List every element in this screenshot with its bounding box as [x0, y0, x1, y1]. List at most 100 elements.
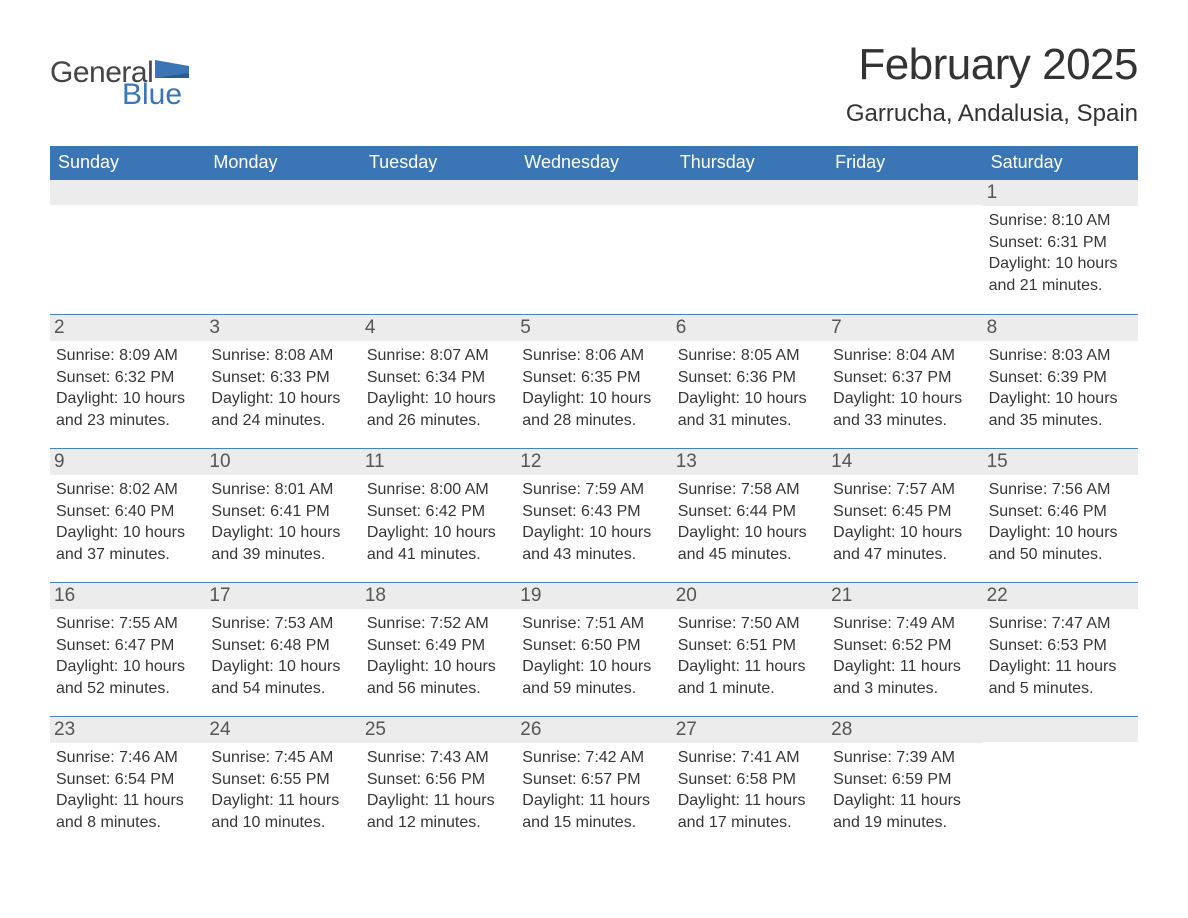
day-content: Sunrise: 7:43 AMSunset: 6:56 PMDaylight:… — [367, 747, 510, 833]
day-number: 14 — [827, 449, 982, 475]
daylight-text: Daylight: 10 hours and 37 minutes. — [56, 522, 199, 565]
calendar: Sunday Monday Tuesday Wednesday Thursday… — [50, 146, 1138, 848]
day-content: Sunrise: 8:06 AMSunset: 6:35 PMDaylight:… — [522, 345, 665, 431]
sunrise-text: Sunrise: 7:43 AM — [367, 747, 510, 769]
day-number: 18 — [361, 583, 516, 609]
calendar-day-cell: 25Sunrise: 7:43 AMSunset: 6:56 PMDayligh… — [361, 717, 516, 848]
sunrise-text: Sunrise: 8:05 AM — [678, 345, 821, 367]
sunset-text: Sunset: 6:37 PM — [833, 367, 976, 389]
empty-day-header — [672, 180, 827, 205]
day-number: 11 — [361, 449, 516, 475]
day-content: Sunrise: 8:09 AMSunset: 6:32 PMDaylight:… — [56, 345, 199, 431]
sunset-text: Sunset: 6:53 PM — [989, 635, 1132, 657]
calendar-day-cell: 12Sunrise: 7:59 AMSunset: 6:43 PMDayligh… — [516, 449, 671, 580]
sunrise-text: Sunrise: 7:52 AM — [367, 613, 510, 635]
daylight-text: Daylight: 10 hours and 35 minutes. — [989, 388, 1132, 431]
calendar-day-cell: 17Sunrise: 7:53 AMSunset: 6:48 PMDayligh… — [205, 583, 360, 714]
day-content: Sunrise: 7:41 AMSunset: 6:58 PMDaylight:… — [678, 747, 821, 833]
sunset-text: Sunset: 6:44 PM — [678, 501, 821, 523]
sunrise-text: Sunrise: 8:01 AM — [211, 479, 354, 501]
day-content: Sunrise: 7:50 AMSunset: 6:51 PMDaylight:… — [678, 613, 821, 699]
day-content: Sunrise: 7:59 AMSunset: 6:43 PMDaylight:… — [522, 479, 665, 565]
sunset-text: Sunset: 6:50 PM — [522, 635, 665, 657]
calendar-day-cell — [827, 180, 982, 312]
daylight-text: Daylight: 11 hours and 5 minutes. — [989, 656, 1132, 699]
day-number: 26 — [516, 717, 671, 743]
day-number: 3 — [205, 315, 360, 341]
dow-wednesday: Wednesday — [516, 146, 671, 180]
daylight-text: Daylight: 10 hours and 50 minutes. — [989, 522, 1132, 565]
empty-day-header — [983, 717, 1138, 742]
daylight-text: Daylight: 10 hours and 56 minutes. — [367, 656, 510, 699]
sunrise-text: Sunrise: 7:46 AM — [56, 747, 199, 769]
day-number: 28 — [827, 717, 982, 743]
day-number: 4 — [361, 315, 516, 341]
daylight-text: Daylight: 11 hours and 8 minutes. — [56, 790, 199, 833]
sunset-text: Sunset: 6:41 PM — [211, 501, 354, 523]
sunrise-text: Sunrise: 7:55 AM — [56, 613, 199, 635]
day-content: Sunrise: 7:51 AMSunset: 6:50 PMDaylight:… — [522, 613, 665, 699]
daylight-text: Daylight: 10 hours and 26 minutes. — [367, 388, 510, 431]
calendar-day-cell: 13Sunrise: 7:58 AMSunset: 6:44 PMDayligh… — [672, 449, 827, 580]
daylight-text: Daylight: 11 hours and 12 minutes. — [367, 790, 510, 833]
sunset-text: Sunset: 6:46 PM — [989, 501, 1132, 523]
day-content: Sunrise: 7:53 AMSunset: 6:48 PMDaylight:… — [211, 613, 354, 699]
calendar-day-cell: 20Sunrise: 7:50 AMSunset: 6:51 PMDayligh… — [672, 583, 827, 714]
calendar-day-cell: 16Sunrise: 7:55 AMSunset: 6:47 PMDayligh… — [50, 583, 205, 714]
calendar-day-cell — [516, 180, 671, 312]
title-block: February 2025 Garrucha, Andalusia, Spain — [846, 40, 1138, 128]
day-content: Sunrise: 8:00 AMSunset: 6:42 PMDaylight:… — [367, 479, 510, 565]
calendar-day-cell: 28Sunrise: 7:39 AMSunset: 6:59 PMDayligh… — [827, 717, 982, 848]
calendar-week: 2 Sunrise: 8:09 AMSunset: 6:32 PMDaylight… — [50, 314, 1138, 446]
day-number: 23 — [50, 717, 205, 743]
calendar-day-cell: 14Sunrise: 7:57 AMSunset: 6:45 PMDayligh… — [827, 449, 982, 580]
dow-friday: Friday — [827, 146, 982, 180]
calendar-day-cell: 9Sunrise: 8:02 AMSunset: 6:40 PMDaylight… — [50, 449, 205, 580]
daylight-text: Daylight: 10 hours and 24 minutes. — [211, 388, 354, 431]
calendar-day-cell — [205, 180, 360, 312]
sunset-text: Sunset: 6:39 PM — [989, 367, 1132, 389]
daylight-text: Daylight: 10 hours and 23 minutes. — [56, 388, 199, 431]
sunset-text: Sunset: 6:43 PM — [522, 501, 665, 523]
calendar-day-cell: 8 Sunrise: 8:03 AMSunset: 6:39 PMDaylight… — [983, 315, 1138, 446]
calendar-week: 9Sunrise: 8:02 AMSunset: 6:40 PMDaylight… — [50, 448, 1138, 580]
sunrise-text: Sunrise: 7:51 AM — [522, 613, 665, 635]
calendar-day-cell — [50, 180, 205, 312]
sunrise-text: Sunrise: 7:59 AM — [522, 479, 665, 501]
day-content: Sunrise: 7:58 AMSunset: 6:44 PMDaylight:… — [678, 479, 821, 565]
weeks-container: 1Sunrise: 8:10 AMSunset: 6:31 PMDaylight… — [50, 180, 1138, 848]
sunset-text: Sunset: 6:34 PM — [367, 367, 510, 389]
empty-day-header — [50, 180, 205, 205]
day-number: 6 — [672, 315, 827, 341]
calendar-day-cell: 5Sunrise: 8:06 AMSunset: 6:35 PMDaylight… — [516, 315, 671, 446]
month-title: February 2025 — [846, 40, 1138, 90]
sunrise-text: Sunrise: 8:03 AM — [989, 345, 1132, 367]
sunset-text: Sunset: 6:35 PM — [522, 367, 665, 389]
day-number: 2 — [50, 315, 205, 341]
day-number: 7 — [827, 315, 982, 341]
dow-tuesday: Tuesday — [361, 146, 516, 180]
calendar-week: 16Sunrise: 7:55 AMSunset: 6:47 PMDayligh… — [50, 582, 1138, 714]
day-content: Sunrise: 7:42 AMSunset: 6:57 PMDaylight:… — [522, 747, 665, 833]
sunset-text: Sunset: 6:56 PM — [367, 769, 510, 791]
day-number: 8 — [983, 315, 1138, 341]
sunrise-text: Sunrise: 7:56 AM — [989, 479, 1132, 501]
sunset-text: Sunset: 6:48 PM — [211, 635, 354, 657]
calendar-day-cell: 15Sunrise: 7:56 AMSunset: 6:46 PMDayligh… — [983, 449, 1138, 580]
day-number: 21 — [827, 583, 982, 609]
daylight-text: Daylight: 10 hours and 21 minutes. — [989, 253, 1132, 296]
day-number: 16 — [50, 583, 205, 609]
daylight-text: Daylight: 10 hours and 45 minutes. — [678, 522, 821, 565]
day-number: 19 — [516, 583, 671, 609]
day-content: Sunrise: 8:10 AMSunset: 6:31 PMDaylight:… — [989, 210, 1132, 296]
sunrise-text: Sunrise: 7:50 AM — [678, 613, 821, 635]
sunset-text: Sunset: 6:36 PM — [678, 367, 821, 389]
day-content: Sunrise: 8:01 AMSunset: 6:41 PMDaylight:… — [211, 479, 354, 565]
daylight-text: Daylight: 11 hours and 10 minutes. — [211, 790, 354, 833]
day-of-week-header: Sunday Monday Tuesday Wednesday Thursday… — [50, 146, 1138, 180]
day-number: 24 — [205, 717, 360, 743]
sunrise-text: Sunrise: 7:39 AM — [833, 747, 976, 769]
empty-day-header — [827, 180, 982, 205]
day-content: Sunrise: 8:02 AMSunset: 6:40 PMDaylight:… — [56, 479, 199, 565]
calendar-day-cell — [672, 180, 827, 312]
